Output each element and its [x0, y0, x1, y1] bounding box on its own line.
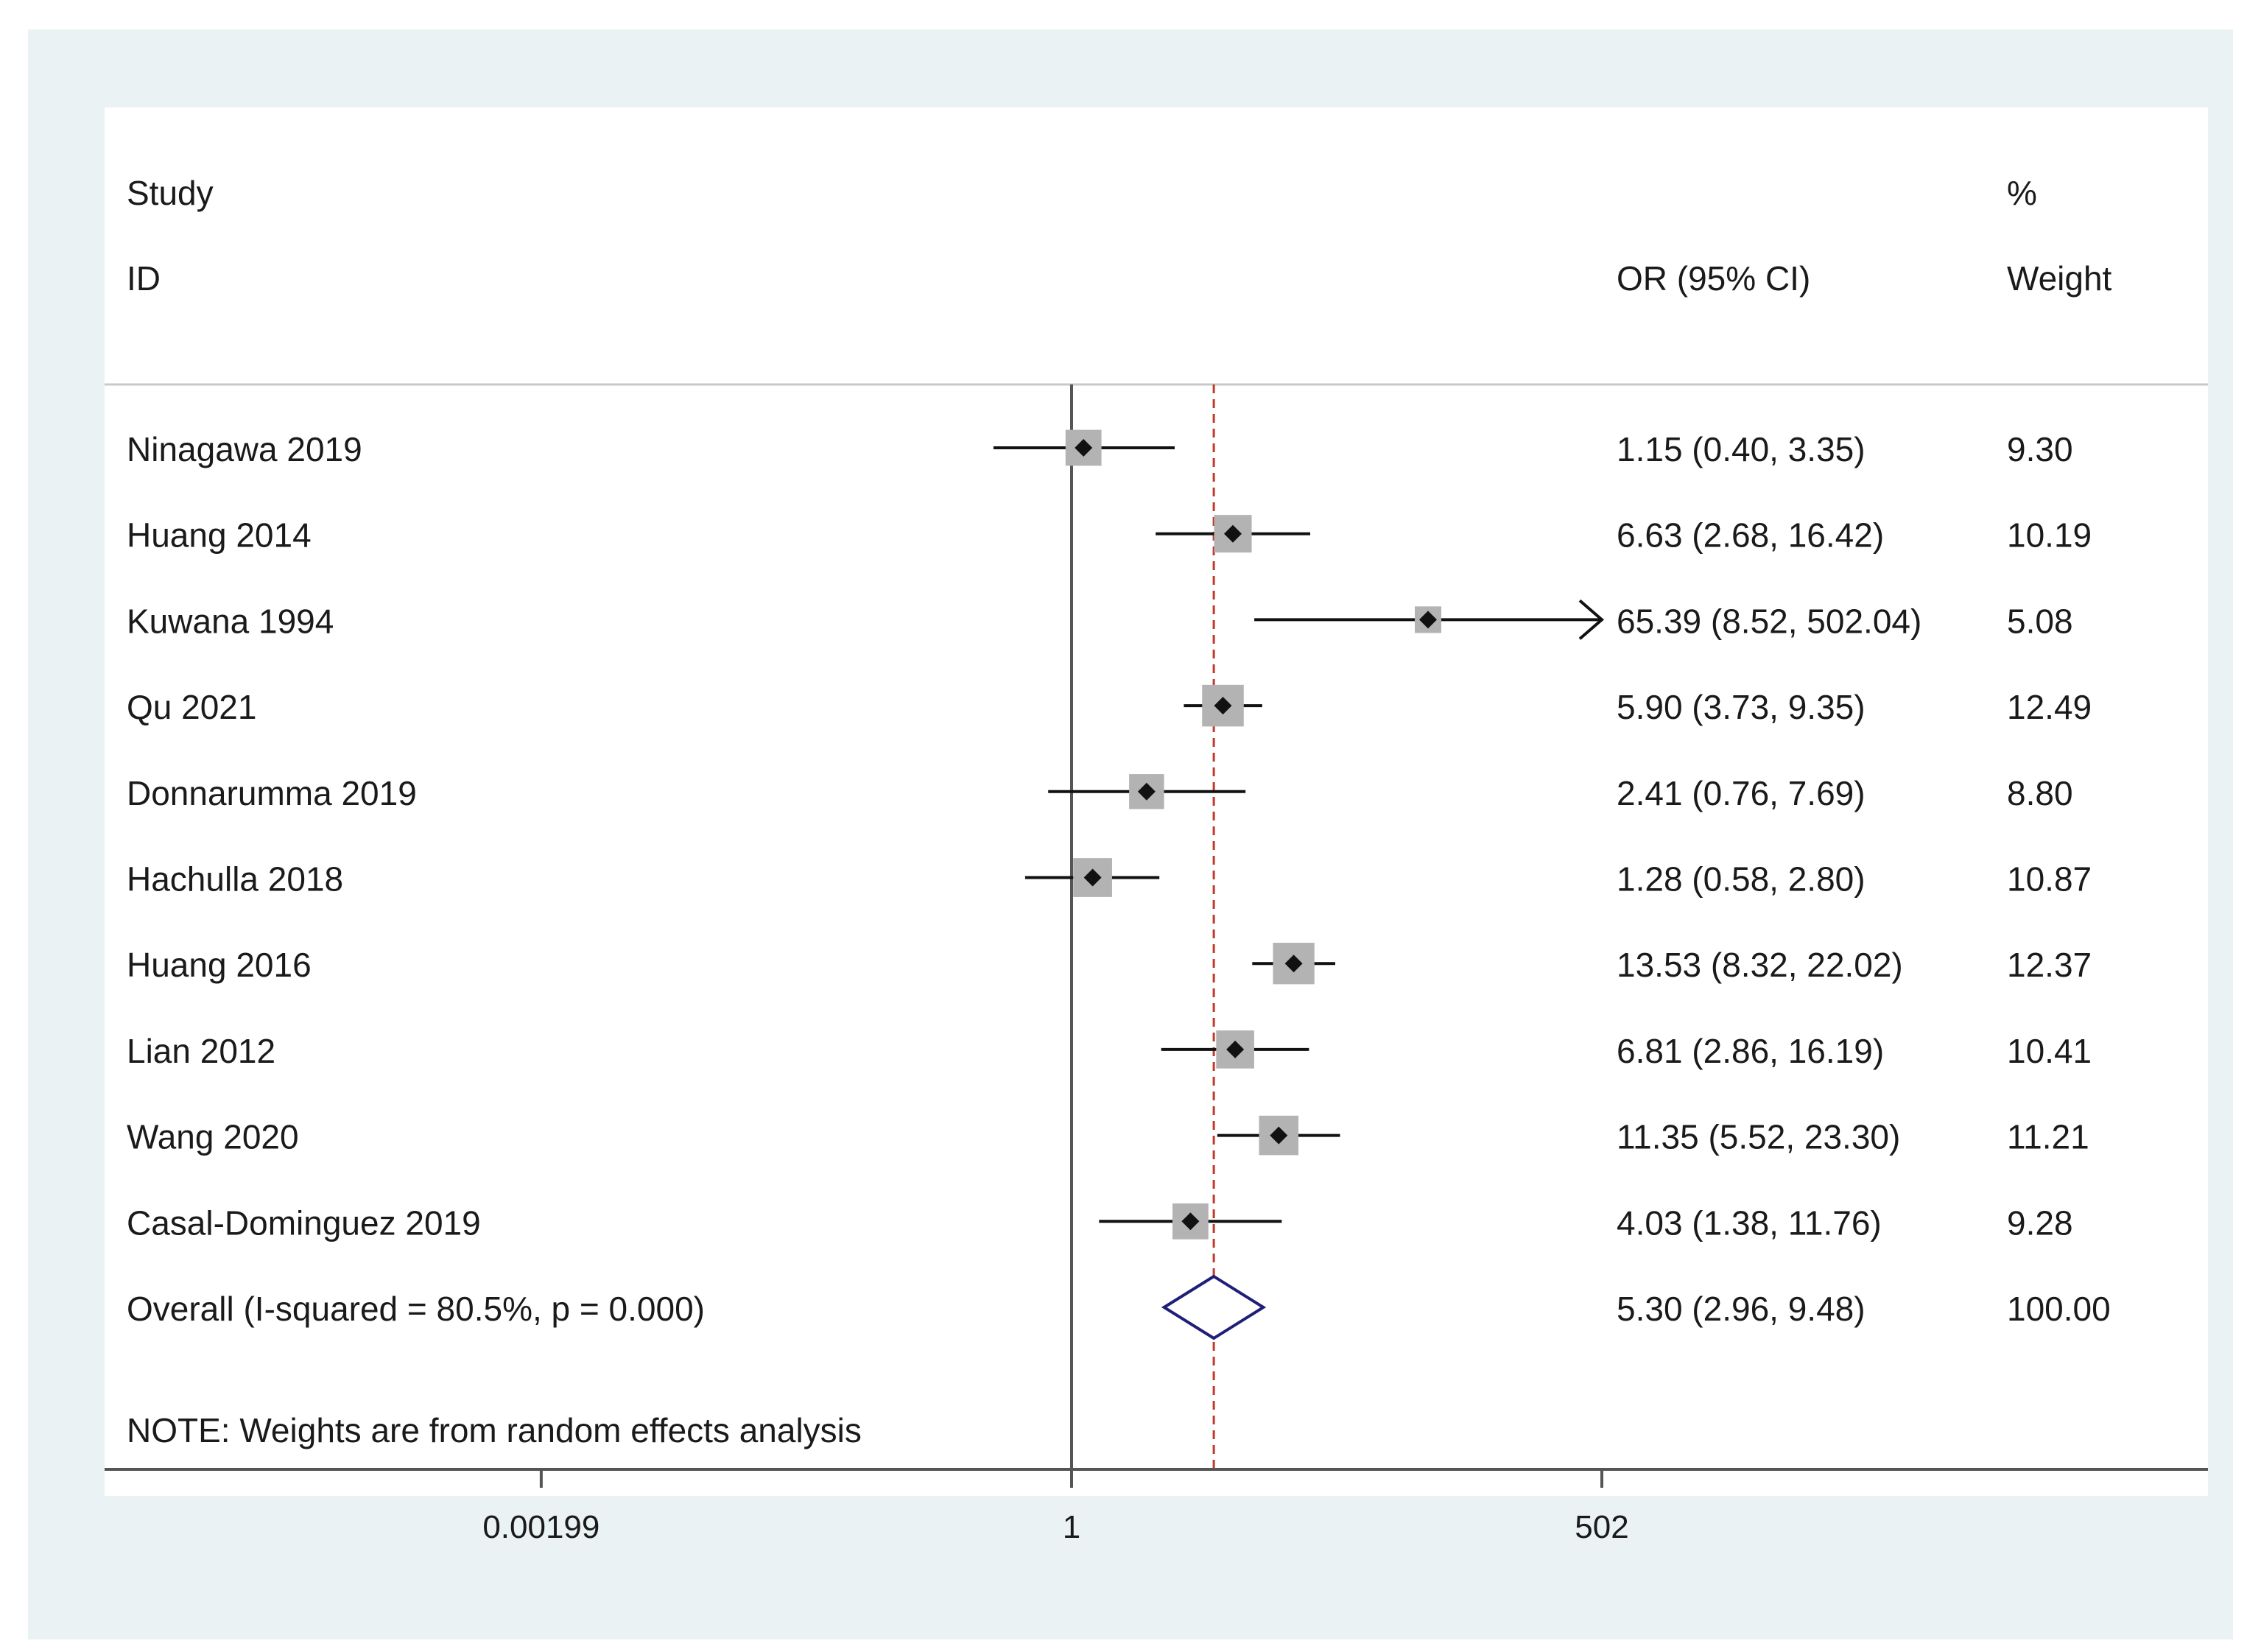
point-estimate	[1214, 697, 1232, 715]
study-weight: 8.80	[2007, 774, 2073, 812]
point-estimate	[1224, 524, 1242, 543]
study-row: Casal-Dominguez 2019 4.03 (1.38, 11.76) 9.…	[127, 1203, 2073, 1242]
study-row: Hachulla 2018 1.28 (0.58, 2.80) 10.87	[127, 858, 2092, 899]
study-row: Huang 2016 13.53 (8.32, 22.02) 12.37	[127, 943, 2092, 985]
study-row: Ninagawa 2019 1.15 (0.40, 3.35) 9.30	[127, 429, 2073, 468]
ci-arrow	[1578, 599, 1605, 640]
study-weight: 5.08	[2007, 602, 2073, 640]
study-label: Wang 2020	[127, 1118, 299, 1156]
study-label: Lian 2012	[127, 1032, 275, 1070]
x-tick-label: 0.00199	[482, 1509, 599, 1545]
x-tick-label: 502	[1575, 1509, 1628, 1545]
study-row: Donnarumma 2019 2.41 (0.76, 7.69) 8.80	[127, 774, 2073, 812]
x-axis-ticks: 0.00199 1 502	[482, 1469, 1629, 1545]
study-weight: 9.28	[2007, 1203, 2073, 1242]
overall-or-ci: 5.30 (2.96, 9.48)	[1617, 1290, 1866, 1328]
study-weight: 12.49	[2007, 688, 2092, 726]
study-or-ci: 5.90 (3.73, 9.35)	[1617, 688, 1866, 726]
study-weight: 10.19	[2007, 516, 2092, 555]
header-or-ci: OR (95% CI)	[1617, 259, 1810, 298]
overall-label: Overall (I-squared = 80.5%, p = 0.000)	[127, 1290, 705, 1328]
study-or-ci: 11.35 (5.52, 23.30)	[1617, 1118, 1900, 1156]
point-estimate	[1270, 1126, 1288, 1145]
point-estimate	[1181, 1212, 1200, 1231]
study-weight: 10.87	[2007, 860, 2092, 899]
x-tick-label: 1	[1063, 1509, 1080, 1545]
point-estimate	[1075, 439, 1093, 457]
study-or-ci: 13.53 (8.32, 22.02)	[1617, 946, 1903, 984]
study-label: Ninagawa 2019	[127, 430, 362, 468]
header-percent: %	[2007, 174, 2037, 212]
study-or-ci: 6.81 (2.86, 16.19)	[1617, 1032, 1884, 1070]
study-weight: 11.21	[2007, 1118, 2089, 1156]
study-or-ci: 1.15 (0.40, 3.35)	[1617, 430, 1866, 468]
study-row: Huang 2014 6.63 (2.68, 16.42) 10.19	[127, 515, 2092, 555]
study-or-ci: 1.28 (0.58, 2.80)	[1617, 860, 1866, 899]
point-estimate	[1419, 611, 1438, 629]
study-label: Huang 2014	[127, 516, 312, 555]
study-row: Lian 2012 6.81 (2.86, 16.19) 10.41	[127, 1030, 2092, 1070]
study-rows: Ninagawa 2019 1.15 (0.40, 3.35) 9.30 Huang …	[127, 429, 2092, 1242]
study-label: Donnarumma 2019	[127, 774, 417, 812]
study-label: Qu 2021	[127, 688, 256, 726]
header-study: Study	[127, 174, 214, 212]
overall-weight: 100.00	[2007, 1290, 2111, 1328]
point-estimate	[1226, 1040, 1245, 1058]
footnote: NOTE: Weights are from random effects an…	[127, 1411, 862, 1449]
study-weight: 12.37	[2007, 946, 2092, 984]
study-or-ci: 65.39 (8.52, 502.04)	[1617, 602, 1921, 640]
study-weight: 9.30	[2007, 430, 2073, 468]
study-row: Qu 2021 5.90 (3.73, 9.35) 12.49	[127, 684, 2092, 727]
study-label: Hachulla 2018	[127, 860, 343, 899]
header-id: ID	[127, 259, 161, 298]
header-weight: Weight	[2007, 259, 2112, 298]
study-weight: 10.41	[2007, 1032, 2092, 1070]
study-or-ci: 4.03 (1.38, 11.76)	[1617, 1203, 1882, 1242]
study-or-ci: 2.41 (0.76, 7.69)	[1617, 774, 1866, 812]
point-estimate	[1284, 955, 1303, 973]
study-row: Wang 2020 11.35 (5.52, 23.30) 11.21	[127, 1115, 2089, 1156]
study-label: Huang 2016	[127, 946, 312, 984]
study-or-ci: 6.63 (2.68, 16.42)	[1617, 516, 1884, 555]
study-label: Kuwana 1994	[127, 602, 334, 640]
overall-diamond	[1161, 1274, 1267, 1340]
study-label: Casal-Dominguez 2019	[127, 1203, 481, 1242]
point-estimate	[1137, 782, 1156, 801]
study-row: Kuwana 1994 65.39 (8.52, 502.04) 5.08	[127, 599, 2073, 640]
point-estimate	[1083, 868, 1102, 887]
